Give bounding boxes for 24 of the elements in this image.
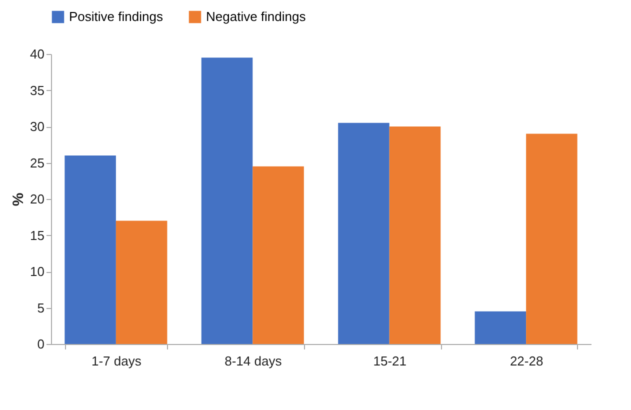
bar xyxy=(116,220,168,344)
y-tick-label: 5 xyxy=(37,300,44,316)
x-tick-label: 8-14 days xyxy=(224,354,282,368)
y-tick-label: 20 xyxy=(30,192,44,206)
y-axis-title: % xyxy=(10,192,28,206)
legend-label: Negative findings xyxy=(206,9,306,24)
bar xyxy=(338,122,390,344)
x-tick-label: 1-7 days xyxy=(92,354,142,368)
y-tick-label: 30 xyxy=(30,119,44,134)
bar xyxy=(389,126,441,344)
y-tick-label: 25 xyxy=(30,155,44,170)
y-tick-label: 40 xyxy=(30,46,44,62)
bar xyxy=(64,156,116,344)
bar xyxy=(252,166,304,344)
y-tick-label: 35 xyxy=(30,82,44,98)
x-tick-label: 22-28 xyxy=(510,354,544,368)
x-tick-label: 15-21 xyxy=(373,354,406,368)
legend-label: Positive findings xyxy=(69,9,164,24)
y-tick-label: 10 xyxy=(30,264,44,279)
bar xyxy=(201,58,253,344)
bar xyxy=(526,134,578,344)
y-tick-label: 15 xyxy=(30,228,44,243)
y-tick-label: 0 xyxy=(37,336,44,352)
bar xyxy=(474,311,526,344)
